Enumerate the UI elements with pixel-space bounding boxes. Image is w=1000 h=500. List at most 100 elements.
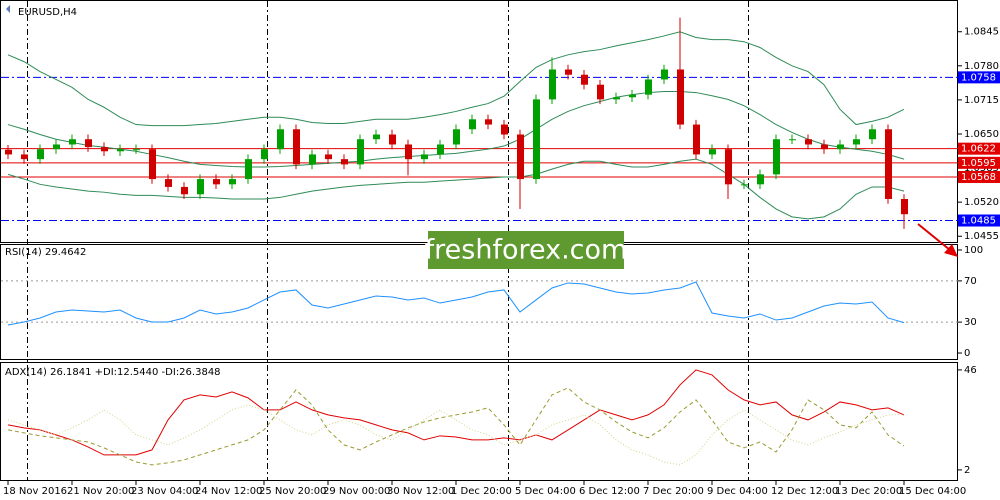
y-tick-label: 70 bbox=[964, 276, 977, 287]
x-tick-label: 29 Nov 00:00 bbox=[323, 486, 390, 497]
candle-body bbox=[549, 69, 556, 100]
x-tick-label: 21 Nov 20:00 bbox=[67, 486, 134, 497]
x-tick-label: 7 Dec 20:00 bbox=[643, 486, 704, 497]
candle-body bbox=[821, 144, 828, 150]
candle-body bbox=[53, 144, 60, 150]
candle-body bbox=[901, 199, 908, 215]
panel-title: EURUSD,H4 bbox=[18, 7, 77, 18]
candle-body bbox=[805, 139, 812, 145]
candle-body bbox=[245, 159, 252, 180]
candle-body bbox=[453, 129, 460, 145]
y-tick-label: 100 bbox=[964, 245, 983, 256]
y-tick-label: 1.0780 bbox=[964, 61, 999, 72]
candle-body bbox=[645, 79, 652, 95]
y-tick-label: 0 bbox=[964, 348, 970, 359]
candle-body bbox=[837, 144, 844, 150]
candle-body bbox=[709, 149, 716, 155]
candle-body bbox=[69, 139, 76, 145]
candle-body bbox=[325, 154, 332, 160]
candle-body bbox=[789, 139, 796, 141]
candle-body bbox=[693, 124, 700, 155]
x-tick-label: 25 Nov 20:00 bbox=[259, 486, 326, 497]
y-tick-label: 2 bbox=[964, 465, 970, 476]
y-tick-label: 30 bbox=[964, 317, 977, 328]
candle-body bbox=[677, 69, 684, 125]
candle-body bbox=[469, 119, 476, 130]
candle-body bbox=[661, 69, 668, 80]
candle-body bbox=[341, 159, 348, 165]
candle-body bbox=[229, 179, 236, 185]
y-tick-label: 1.0520 bbox=[964, 197, 999, 208]
candle-body bbox=[725, 149, 732, 185]
price-tag bbox=[958, 142, 1000, 155]
x-tick-label: 23 Nov 04:00 bbox=[131, 486, 198, 497]
candle-body bbox=[629, 94, 636, 98]
candle-body bbox=[741, 184, 748, 186]
candle-body bbox=[757, 174, 764, 185]
y-tick-label: 1.0650 bbox=[964, 129, 999, 140]
candle-body bbox=[517, 134, 524, 180]
band-line bbox=[7, 91, 905, 168]
indicator-line bbox=[7, 369, 905, 456]
price-tag bbox=[958, 214, 1000, 227]
watermark-box bbox=[428, 231, 624, 269]
candle-body bbox=[565, 69, 572, 75]
icon bbox=[6, 5, 10, 13]
candle-body bbox=[133, 149, 140, 151]
candle-body bbox=[357, 139, 364, 165]
candle-body bbox=[597, 84, 604, 100]
band-line bbox=[7, 31, 905, 127]
candle-body bbox=[261, 149, 268, 160]
candle-body bbox=[101, 147, 108, 152]
price-tag bbox=[958, 170, 1000, 183]
y-tick-label: 46 bbox=[964, 365, 977, 376]
candle-body bbox=[437, 144, 444, 155]
candle-body bbox=[37, 149, 44, 160]
x-tick-label: 30 Nov 12:00 bbox=[387, 486, 454, 497]
candle-body bbox=[373, 134, 380, 140]
candle-body bbox=[853, 139, 860, 145]
candle-body bbox=[5, 149, 12, 155]
x-tick-label: 12 Dec 12:00 bbox=[771, 486, 838, 497]
indicator-line bbox=[7, 281, 905, 326]
price-tag bbox=[958, 71, 1000, 84]
arrow-shaft bbox=[917, 223, 951, 251]
candle-body bbox=[85, 139, 92, 148]
candle-body bbox=[149, 149, 156, 180]
x-tick-label: 15 Dec 04:00 bbox=[899, 486, 966, 497]
candle-body bbox=[277, 129, 284, 150]
panel-title: RSI(14) 29.4642 bbox=[5, 247, 86, 258]
candle-body bbox=[309, 154, 316, 165]
panel-title: ADX(14) 26.1841 +DI:12.5440 -DI:26.3848 bbox=[5, 367, 221, 378]
candle-body bbox=[613, 97, 620, 100]
watermark-text: freshforex.com bbox=[425, 235, 628, 266]
candle-body bbox=[533, 99, 540, 180]
candle-body bbox=[405, 144, 412, 160]
candle-body bbox=[181, 186, 188, 195]
candle-body bbox=[885, 129, 892, 200]
symbol-icon bbox=[6, 5, 10, 13]
candle-body bbox=[501, 124, 508, 135]
candle-body bbox=[581, 74, 588, 85]
candle-body bbox=[165, 179, 172, 187]
candle-body bbox=[293, 129, 300, 165]
y-tick-label: 1.0455 bbox=[964, 231, 999, 242]
price-tag-label: 1.0595 bbox=[961, 158, 996, 169]
x-tick-label: 9 Dec 04:00 bbox=[707, 486, 768, 497]
arrow-head bbox=[944, 244, 958, 257]
candle-body bbox=[213, 179, 220, 185]
x-tick-label: 6 Dec 12:00 bbox=[579, 486, 640, 497]
candle-body bbox=[869, 129, 876, 140]
watermark: freshforex.com bbox=[425, 231, 628, 269]
x-tick-label: 13 Dec 20:00 bbox=[835, 486, 902, 497]
x-tick-label: 5 Dec 04:00 bbox=[515, 486, 576, 497]
candle-body bbox=[21, 154, 28, 160]
price-tag-label: 1.0568 bbox=[961, 172, 996, 183]
candle-body bbox=[197, 179, 204, 195]
candle-body bbox=[421, 154, 428, 160]
candle-body bbox=[389, 134, 396, 145]
plot-layer: EURUSD,H41.08451.07801.07151.06501.05851… bbox=[1, 7, 1000, 497]
adx-panel bbox=[0, 362, 958, 481]
